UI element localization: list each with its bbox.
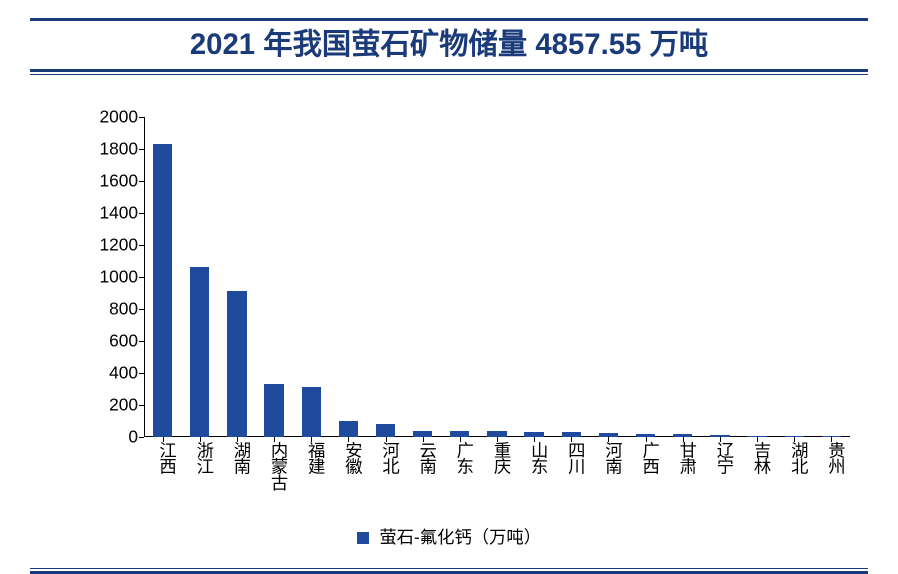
legend-swatch <box>357 532 369 544</box>
x-tick-label: 山东 <box>526 441 551 474</box>
y-tick-label: 1400 <box>99 203 138 224</box>
x-tick-label: 吉林 <box>749 441 774 474</box>
x-tick-label: 贵州 <box>823 441 848 474</box>
legend: 萤石-氟化钙（万吨） <box>30 523 868 548</box>
footer-rules <box>30 568 868 574</box>
x-tick-label: 内蒙古 <box>266 441 291 490</box>
y-tick-label: 800 <box>109 299 138 320</box>
x-tick-label: 四川 <box>563 441 588 474</box>
y-tick-mark <box>139 149 144 150</box>
bar <box>376 424 395 437</box>
y-tick-label: 200 <box>109 395 138 416</box>
y-tick-label: 2000 <box>99 107 138 128</box>
y-tick-mark <box>139 213 144 214</box>
x-tick-label: 湖北 <box>786 441 811 474</box>
bar <box>190 267 209 437</box>
x-tick-label: 浙江 <box>192 441 217 474</box>
y-tick-label: 1200 <box>99 235 138 256</box>
y-tick-mark <box>139 373 144 374</box>
bar <box>227 291 246 437</box>
y-axis: 0200400600800100012001400160018002000 <box>90 117 144 437</box>
x-tick-label: 广西 <box>638 441 663 474</box>
x-tick-label: 河南 <box>600 441 625 474</box>
x-tick-label: 广东 <box>452 441 477 474</box>
x-tick-label: 辽宁 <box>712 441 737 474</box>
y-tick-label: 600 <box>109 331 138 352</box>
y-tick-mark <box>139 245 144 246</box>
chart-area: 0200400600800100012001400160018002000 江西… <box>90 117 850 437</box>
x-tick-label: 江西 <box>155 441 180 474</box>
chart-title: 2021 年我国萤石矿物储量 4857.55 万吨 <box>30 21 868 63</box>
x-tick-label: 河北 <box>378 441 403 474</box>
bar <box>339 421 358 437</box>
y-tick-label: 400 <box>109 363 138 384</box>
x-tick-label: 湖南 <box>229 441 254 474</box>
x-tick-label: 重庆 <box>489 441 514 474</box>
y-tick-mark <box>139 341 144 342</box>
y-tick-label: 1600 <box>99 171 138 192</box>
title-block: 2021 年我国萤石矿物储量 4857.55 万吨 <box>30 10 868 81</box>
y-tick-mark <box>139 277 144 278</box>
bar <box>264 384 283 437</box>
y-tick-mark <box>139 405 144 406</box>
x-tick-label: 云南 <box>415 441 440 474</box>
x-tick-label: 福建 <box>303 441 328 474</box>
y-tick-label: 1000 <box>99 267 138 288</box>
legend-label: 萤石-氟化钙（万吨） <box>379 527 541 547</box>
x-labels: 江西浙江湖南内蒙古福建安徽河北云南广东重庆山东四川河南广西甘肃辽宁吉林湖北贵州 <box>144 437 850 507</box>
x-tick-label: 安徽 <box>340 441 365 474</box>
plot-area <box>144 117 850 437</box>
top-rule-thick-2 <box>30 69 868 72</box>
y-tick-mark <box>139 117 144 118</box>
y-tick-mark <box>139 309 144 310</box>
top-rule-thin <box>30 74 868 75</box>
bar <box>302 387 321 437</box>
bar <box>153 144 172 437</box>
bars-container <box>144 117 850 437</box>
y-tick-mark <box>139 181 144 182</box>
y-tick-label: 1800 <box>99 139 138 160</box>
bottom-rule-thin <box>30 568 868 569</box>
x-tick-label: 甘肃 <box>675 441 700 474</box>
y-tick-label: 0 <box>128 427 138 448</box>
